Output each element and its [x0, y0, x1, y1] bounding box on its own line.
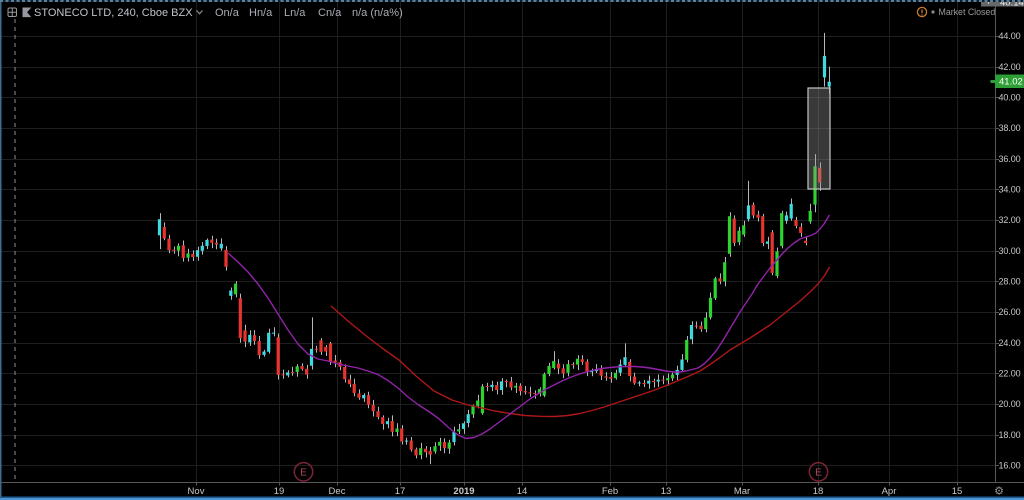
svg-text:22.00: 22.00: [999, 369, 1021, 379]
svg-text:41.02: 41.02: [999, 77, 1023, 88]
svg-text:E: E: [815, 468, 822, 479]
svg-text:+: +: [986, 0, 991, 7]
svg-text:18.00: 18.00: [999, 430, 1021, 440]
svg-text:26.00: 26.00: [999, 307, 1021, 317]
svg-text:Feb: Feb: [602, 486, 618, 497]
svg-text:E: E: [300, 468, 307, 479]
svg-text:13: 13: [661, 486, 672, 497]
svg-text:32.00: 32.00: [999, 215, 1021, 225]
svg-text:24.00: 24.00: [999, 338, 1021, 348]
svg-text:38.00: 38.00: [999, 123, 1021, 133]
svg-text:Mar: Mar: [734, 486, 750, 497]
svg-text:STONECO LTD, 240, Cboe BZX: STONECO LTD, 240, Cboe BZX: [34, 7, 193, 19]
svg-text:44.00: 44.00: [999, 31, 1021, 41]
svg-text:36.00: 36.00: [999, 154, 1021, 164]
svg-text:15: 15: [952, 486, 963, 497]
svg-text:16.00: 16.00: [999, 461, 1021, 471]
svg-text:n/a (n/a%): n/a (n/a%): [352, 7, 403, 19]
svg-text:20.00: 20.00: [999, 399, 1021, 409]
svg-text:Nov: Nov: [188, 486, 205, 497]
svg-text:18: 18: [813, 486, 824, 497]
svg-text:Apr: Apr: [882, 486, 897, 497]
svg-text:Market Closed: Market Closed: [939, 7, 996, 17]
svg-text:Cn/a: Cn/a: [318, 7, 342, 19]
svg-text:34.00: 34.00: [999, 185, 1021, 195]
svg-text:14: 14: [517, 486, 528, 497]
svg-text:30.00: 30.00: [999, 246, 1021, 256]
svg-text:Ln/a: Ln/a: [284, 7, 306, 19]
svg-text:42.00: 42.00: [999, 62, 1021, 72]
svg-text:19: 19: [274, 486, 285, 497]
svg-text:28.00: 28.00: [999, 277, 1021, 287]
svg-text:40.14: 40.14: [1000, 0, 1024, 9]
svg-text:On/a: On/a: [215, 7, 240, 19]
svg-text:2019: 2019: [453, 486, 474, 497]
svg-text:17: 17: [395, 486, 406, 497]
svg-text:40.00: 40.00: [999, 93, 1021, 103]
svg-text:Dec: Dec: [329, 486, 346, 497]
svg-text:⚙: ⚙: [994, 486, 1004, 498]
svg-text:Hn/a: Hn/a: [249, 7, 273, 19]
